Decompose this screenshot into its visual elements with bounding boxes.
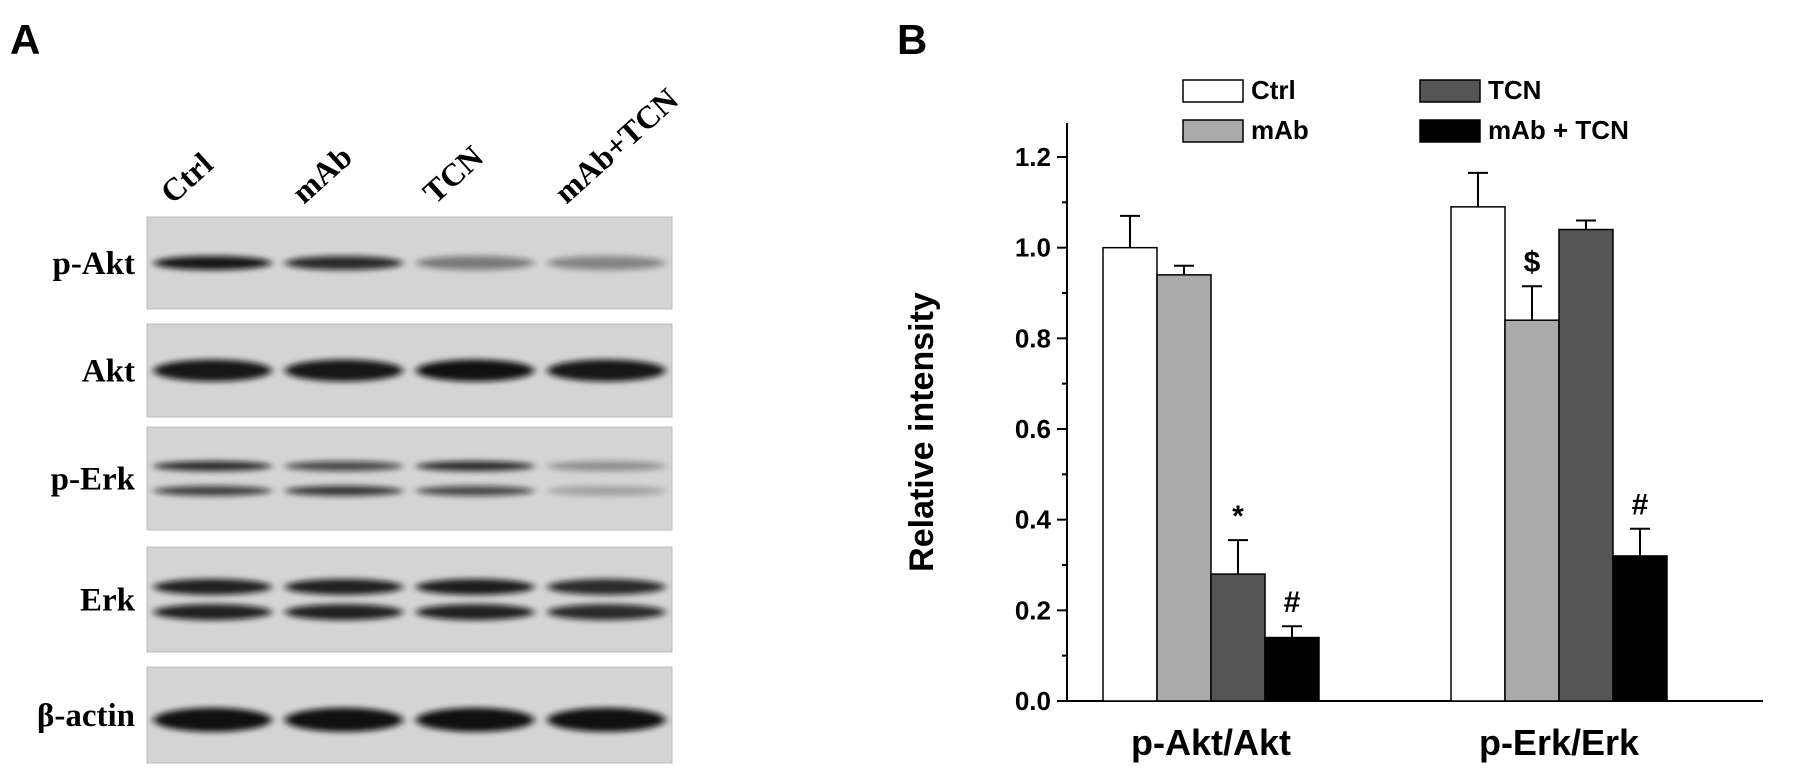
y-tick-label: 0.4: [1015, 505, 1052, 535]
blot-band: [284, 256, 403, 270]
bar: [1558, 228, 1614, 702]
row-label: Erk: [80, 583, 136, 619]
bar: [1504, 319, 1560, 702]
blot-band: [547, 359, 666, 382]
blot-band: [153, 578, 272, 595]
error-bar: [1576, 219, 1596, 230]
blot-band: [153, 604, 272, 621]
legend-swatch: [1182, 119, 1244, 143]
significance-marker: $: [1524, 246, 1541, 279]
blot-band: [547, 578, 666, 595]
y-tick-label: 0.8: [1015, 323, 1051, 353]
blot-band: [547, 485, 666, 496]
legend-label: mAb: [1251, 115, 1309, 145]
significance-marker: #: [1284, 586, 1301, 619]
legend-swatch: [1182, 79, 1244, 103]
blot-band: [416, 461, 535, 472]
blot-strip: [146, 426, 673, 531]
row-label: p-Erk: [51, 462, 136, 498]
blot-panel: p-Akt Akt p-Erk Erk β-actin Ctrl mAb TCN mAb+TCN: [37, 81, 685, 764]
panel-label: A: [10, 16, 40, 63]
lane-label: mAb: [284, 138, 358, 210]
blot-band: [284, 461, 403, 472]
row-label: p-Akt: [52, 246, 135, 282]
blot-strip: [146, 546, 673, 653]
y-tick-label: 0.0: [1015, 686, 1051, 716]
error-bar: [1468, 171, 1488, 207]
blot-band: [284, 485, 403, 496]
x-tick-label: p-Erk/Erk: [1479, 722, 1640, 763]
y-tick-label: 1.0: [1015, 233, 1051, 263]
error-bar: [1120, 214, 1140, 248]
significance-marker: *: [1232, 500, 1244, 533]
panel-label: B: [897, 16, 927, 63]
blot-band: [547, 707, 666, 732]
x-tick-label: p-Akt/Akt: [1131, 722, 1291, 763]
bar: [1210, 573, 1266, 702]
bar: [1450, 206, 1506, 702]
blot-band: [416, 485, 535, 496]
legend-swatch: [1419, 79, 1481, 103]
y-tick-label: 0.2: [1015, 595, 1051, 625]
error-bar: [1522, 285, 1542, 321]
legend-label: mAb + TCN: [1488, 115, 1629, 145]
blot-band: [416, 707, 535, 732]
bar: [1612, 555, 1668, 702]
blot-band: [416, 359, 535, 382]
blot-band: [284, 604, 403, 621]
bar-chart: 0.0 0.2 0.4 0.6 0.8 1.0 1.2 Relative intensity p…: [903, 75, 1763, 763]
y-axis-label: Relative intensity: [903, 292, 941, 572]
y-tick-label: 0.6: [1015, 414, 1051, 444]
blot-band: [416, 578, 535, 595]
error-bar: [1228, 539, 1248, 575]
bar: [1264, 636, 1320, 702]
bar: [1102, 246, 1158, 702]
lane-label: mAb+TCN: [547, 81, 685, 210]
blot-band: [153, 485, 272, 496]
error-bar: [1174, 264, 1194, 275]
blot-band: [284, 359, 403, 382]
blot-band: [284, 707, 403, 732]
blot-band: [153, 359, 272, 382]
legend-swatch: [1419, 119, 1481, 143]
row-label: β-actin: [37, 698, 135, 734]
lane-label: TCN: [416, 138, 490, 210]
legend-label: Ctrl: [1251, 75, 1296, 105]
row-label: Akt: [82, 354, 135, 390]
legend-label: TCN: [1488, 75, 1541, 105]
blot-band: [547, 256, 666, 270]
blot-band: [153, 707, 272, 732]
error-bar: [1282, 625, 1302, 638]
blot-band: [284, 578, 403, 595]
significance-marker: #: [1632, 489, 1649, 522]
blot-band: [547, 604, 666, 621]
blot-band: [153, 461, 272, 472]
error-bar: [1630, 527, 1650, 556]
bar: [1156, 274, 1212, 702]
blot-band: [153, 256, 272, 270]
blot-band: [547, 461, 666, 472]
lane-label: Ctrl: [153, 145, 219, 210]
blot-band: [416, 256, 535, 270]
blot-band: [416, 604, 535, 621]
y-tick-label: 1.2: [1015, 142, 1051, 172]
